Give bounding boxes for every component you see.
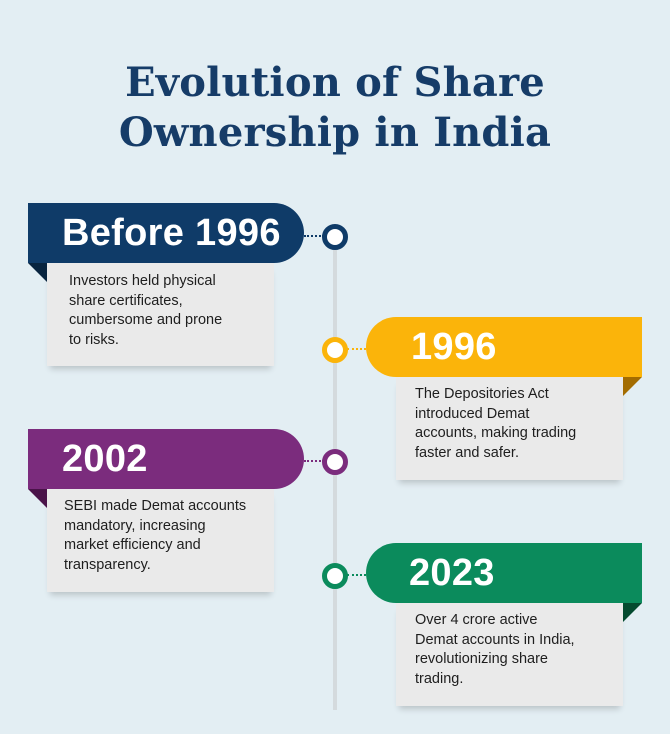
title-line-2: Ownership in India [118,109,552,156]
banner-fold [623,603,642,622]
banner-fold [623,377,642,396]
milestone-label-before-1996: Before 1996 [28,203,304,263]
banner-fold [28,263,47,282]
milestone-label-2023: 2023 [366,543,642,603]
milestone-label: 2023 [409,552,495,594]
milestone-label: Before 1996 [62,212,281,254]
timeline-dot-before-1996 [322,224,348,250]
milestone-label: 1996 [411,326,497,368]
timeline-line [333,245,337,710]
milestone-label: 2002 [62,438,148,480]
milestone-card-1996: The Depositories Act introduced Demat ac… [396,377,623,480]
connector [347,574,366,576]
milestone-card-before-1996: Investors held physical share certificat… [47,263,274,366]
milestone-text: SEBI made Demat accounts mandatory, incr… [64,498,247,573]
milestone-text: Investors held physical share certificat… [69,273,223,348]
milestone-label-1996: 1996 [366,317,642,377]
milestone-label-2002: 2002 [28,429,304,489]
banner-fold [28,489,47,508]
milestone-card-2002: SEBI made Demat accounts mandatory, incr… [47,489,274,592]
connector [304,460,324,462]
connector [304,235,324,237]
timeline-dot-2002 [322,449,348,475]
timeline-dot-2023 [322,563,348,589]
page-title: Evolution of Share Ownership in India [0,58,670,158]
milestone-text: The Depositories Act introduced Demat ac… [415,386,577,461]
title-line-1: Evolution of Share [125,59,545,106]
milestone-text: Over 4 crore active Demat accounts in In… [415,612,575,687]
timeline-dot-1996 [322,337,348,363]
connector [347,348,366,350]
milestone-card-2023: Over 4 crore active Demat accounts in In… [396,603,623,706]
